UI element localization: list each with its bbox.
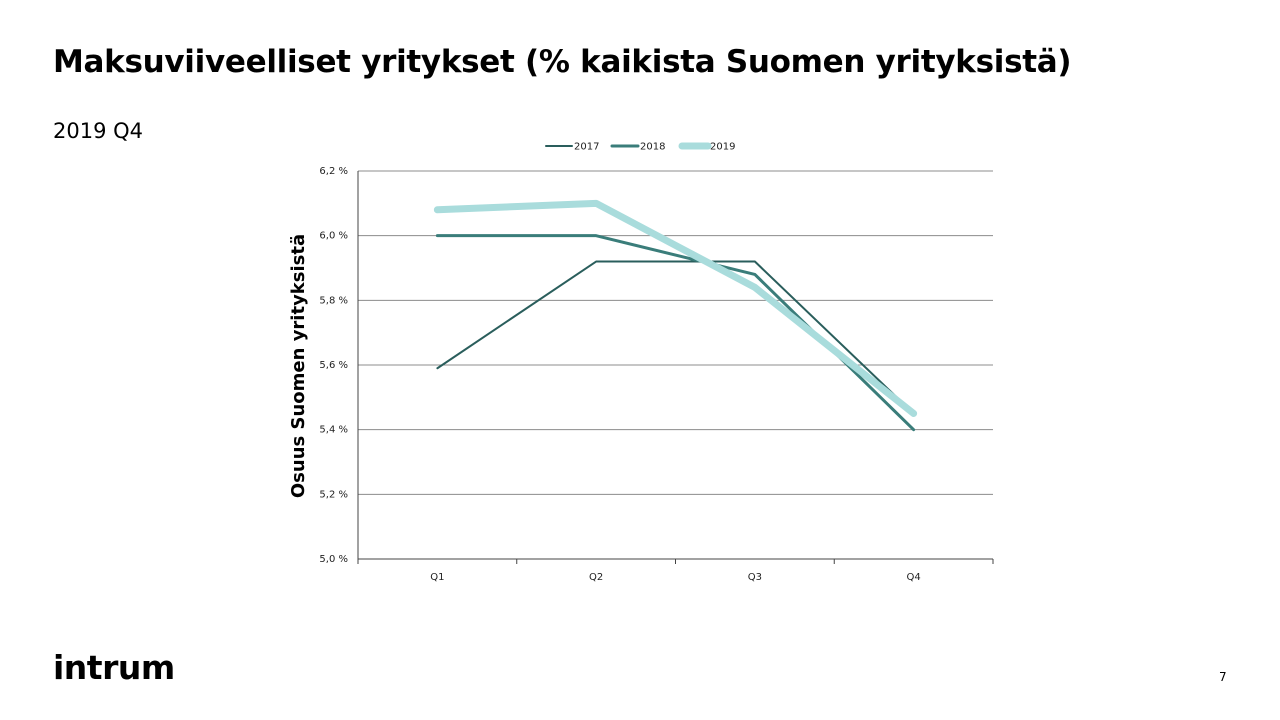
series-line-2018 [435,234,916,432]
y-tick-label: 6,2 % [319,166,348,177]
slide-subtitle: 2019 Q4 [53,119,144,143]
chart-gridlines [358,170,993,560]
x-tick-label: Q3 [748,572,762,583]
x-tick-label: Q1 [430,572,444,583]
y-axis-label: Osuus Suomen yrityksistä [288,234,309,498]
chart-legend: 2017 2018 2019 [545,142,735,153]
y-tick-label: 5,2 % [319,489,348,500]
intrum-logo: intrum [53,648,175,687]
series-line-2017 [436,260,915,415]
page-number: 7 [1219,670,1227,684]
x-tick-label: Q4 [907,572,921,583]
x-tick-label: Q2 [589,572,603,583]
legend-label-2019: 2019 [710,142,735,153]
slide-title: Maksuviiveelliset yritykset (% kaikista … [53,44,1072,80]
y-tick-label: 6,0 % [319,231,348,242]
legend-label-2018: 2018 [640,142,665,153]
y-tick-label: 5,0 % [319,554,348,565]
chart-axes: 5,0 % 5,2 % 5,4 % 5,6 % 5,8 % 6,0 % 6,2 % Q1 Q2 Q… [319,166,994,583]
legend-label-2017: 2017 [574,142,599,153]
y-tick-label: 5,8 % [319,295,348,306]
y-tick-label: 5,6 % [319,360,348,371]
chart-series [433,199,918,432]
series-line-2019 [433,199,918,417]
y-tick-label: 5,4 % [319,425,348,436]
